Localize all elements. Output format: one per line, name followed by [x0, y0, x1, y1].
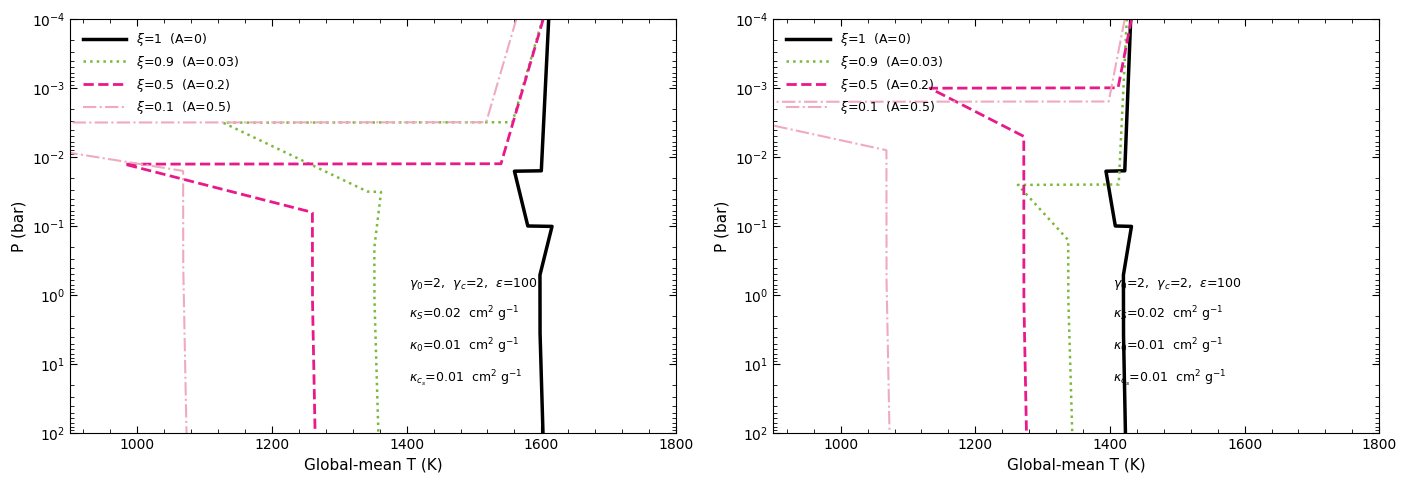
$\xi$=1  (A=0)	[1122, 16, 1139, 22]
$\xi$=1  (A=0)	[514, 198, 531, 204]
Line: $\xi$=0.1  (A=0.5): $\xi$=0.1 (A=0.5)	[0, 19, 517, 434]
$\xi$=0.1  (A=0.5)	[1117, 16, 1133, 22]
$\xi$=1  (A=0)	[538, 59, 555, 64]
$\xi$=0.1  (A=0.5)	[176, 347, 193, 352]
$\xi$=0.5  (A=0.2)	[1015, 198, 1032, 204]
$\xi$=0.5  (A=0.2)	[306, 347, 322, 352]
$\xi$=0.5  (A=0.2)	[1115, 59, 1132, 64]
Line: $\xi$=1  (A=0): $\xi$=1 (A=0)	[1105, 19, 1132, 434]
$\xi$=0.9  (A=0.03)	[367, 347, 384, 352]
Line: $\xi$=0.1  (A=0.5): $\xi$=0.1 (A=0.5)	[665, 19, 1125, 434]
$\xi$=0.9  (A=0.03)	[372, 198, 389, 204]
$\xi$=0.5  (A=0.2)	[1017, 347, 1033, 352]
$\xi$=1  (A=0)	[532, 339, 549, 345]
$\xi$=1  (A=0)	[535, 431, 552, 437]
$\xi$=0.1  (A=0.5)	[880, 339, 897, 345]
$\xi$=0.9  (A=0.03)	[1062, 339, 1079, 345]
$\xi$=0.1  (A=0.5)	[175, 198, 191, 204]
$\xi$=0.5  (A=0.2)	[1017, 339, 1033, 345]
$\xi$=0.1  (A=0.5)	[177, 431, 194, 437]
Line: $\xi$=0.9  (A=0.03): $\xi$=0.9 (A=0.03)	[1018, 19, 1126, 434]
$\xi$=0.5  (A=0.2)	[306, 339, 322, 345]
$\xi$=0.5  (A=0.2)	[262, 198, 279, 204]
Text: $\gamma_0$=2,  $\gamma_c$=2,  $\epsilon$=100
$\kappa_S$=0.02  cm$^2$ g$^{-1}$
$\: $\gamma_0$=2, $\gamma_c$=2, $\epsilon$=1…	[410, 276, 538, 389]
Line: $\xi$=0.5  (A=0.2): $\xi$=0.5 (A=0.2)	[929, 19, 1132, 434]
$\xi$=0.9  (A=0.03)	[1025, 198, 1042, 204]
$\xi$=0.5  (A=0.2)	[307, 431, 324, 437]
Line: $\xi$=1  (A=0): $\xi$=1 (A=0)	[514, 19, 552, 434]
Y-axis label: P (bar): P (bar)	[11, 200, 27, 252]
$\xi$=0.5  (A=0.2)	[535, 16, 552, 22]
Legend: $\xi$=1  (A=0), $\xi$=0.9  (A=0.03), $\xi$=0.5  (A=0.2), $\xi$=0.1  (A=0.5): $\xi$=1 (A=0), $\xi$=0.9 (A=0.03), $\xi$…	[780, 25, 949, 122]
$\xi$=0.5  (A=0.2)	[1015, 183, 1032, 189]
$\xi$=0.9  (A=0.03)	[1117, 59, 1133, 64]
$\xi$=1  (A=0)	[1102, 198, 1119, 204]
$\xi$=0.1  (A=0.5)	[496, 59, 513, 64]
$\xi$=0.5  (A=0.2)	[304, 301, 321, 306]
$\xi$=0.1  (A=0.5)	[176, 339, 193, 345]
$\xi$=0.9  (A=0.03)	[370, 431, 387, 437]
$\xi$=0.5  (A=0.2)	[1018, 431, 1035, 437]
$\xi$=0.1  (A=0.5)	[881, 431, 898, 437]
$\xi$=1  (A=0)	[532, 347, 549, 352]
$\xi$=0.1  (A=0.5)	[879, 183, 895, 189]
$\xi$=0.1  (A=0.5)	[879, 198, 895, 204]
$\xi$=1  (A=0)	[1115, 347, 1132, 352]
X-axis label: Global-mean T (K): Global-mean T (K)	[304, 458, 442, 473]
$\xi$=1  (A=0)	[531, 301, 548, 306]
Text: $\gamma_0$=2,  $\gamma_c$=2,  $\epsilon$=100
$\kappa_S$=0.02  cm$^2$ g$^{-1}$
$\: $\gamma_0$=2, $\gamma_c$=2, $\epsilon$=1…	[1112, 276, 1242, 389]
$\xi$=0.9  (A=0.03)	[349, 183, 366, 189]
$\xi$=0.5  (A=0.2)	[1015, 301, 1032, 306]
$\xi$=0.9  (A=0.03)	[534, 16, 551, 22]
Y-axis label: P (bar): P (bar)	[714, 200, 729, 252]
$\xi$=0.9  (A=0.03)	[367, 339, 384, 345]
$\xi$=0.9  (A=0.03)	[1062, 347, 1079, 352]
$\xi$=0.1  (A=0.5)	[508, 16, 525, 22]
$\xi$=1  (A=0)	[510, 183, 527, 189]
$\xi$=0.1  (A=0.5)	[175, 183, 191, 189]
$\xi$=0.9  (A=0.03)	[1118, 16, 1135, 22]
$\xi$=1  (A=0)	[1115, 339, 1132, 345]
Line: $\xi$=0.9  (A=0.03): $\xi$=0.9 (A=0.03)	[222, 19, 542, 434]
$\xi$=0.9  (A=0.03)	[1060, 301, 1077, 306]
$\xi$=0.5  (A=0.2)	[203, 183, 220, 189]
$\xi$=1  (A=0)	[1100, 183, 1117, 189]
$\xi$=0.1  (A=0.5)	[1108, 59, 1125, 64]
$\xi$=0.9  (A=0.03)	[366, 301, 383, 306]
$\xi$=1  (A=0)	[541, 16, 558, 22]
$\xi$=0.5  (A=0.2)	[1124, 16, 1140, 22]
$\xi$=0.1  (A=0.5)	[880, 347, 897, 352]
$\xi$=1  (A=0)	[1117, 431, 1133, 437]
$\xi$=0.1  (A=0.5)	[176, 301, 193, 306]
$\xi$=0.1  (A=0.5)	[879, 301, 895, 306]
$\xi$=1  (A=0)	[1121, 59, 1138, 64]
Line: $\xi$=0.5  (A=0.2): $\xi$=0.5 (A=0.2)	[124, 19, 543, 434]
X-axis label: Global-mean T (K): Global-mean T (K)	[1007, 458, 1146, 473]
$\xi$=1  (A=0)	[1115, 301, 1132, 306]
$\xi$=0.5  (A=0.2)	[522, 59, 539, 64]
$\xi$=0.9  (A=0.03)	[1011, 183, 1028, 189]
Legend: $\xi$=1  (A=0), $\xi$=0.9  (A=0.03), $\xi$=0.5  (A=0.2), $\xi$=0.1  (A=0.5): $\xi$=1 (A=0), $\xi$=0.9 (A=0.03), $\xi$…	[76, 25, 245, 122]
$\xi$=0.9  (A=0.03)	[522, 59, 539, 64]
$\xi$=0.9  (A=0.03)	[1064, 431, 1081, 437]
